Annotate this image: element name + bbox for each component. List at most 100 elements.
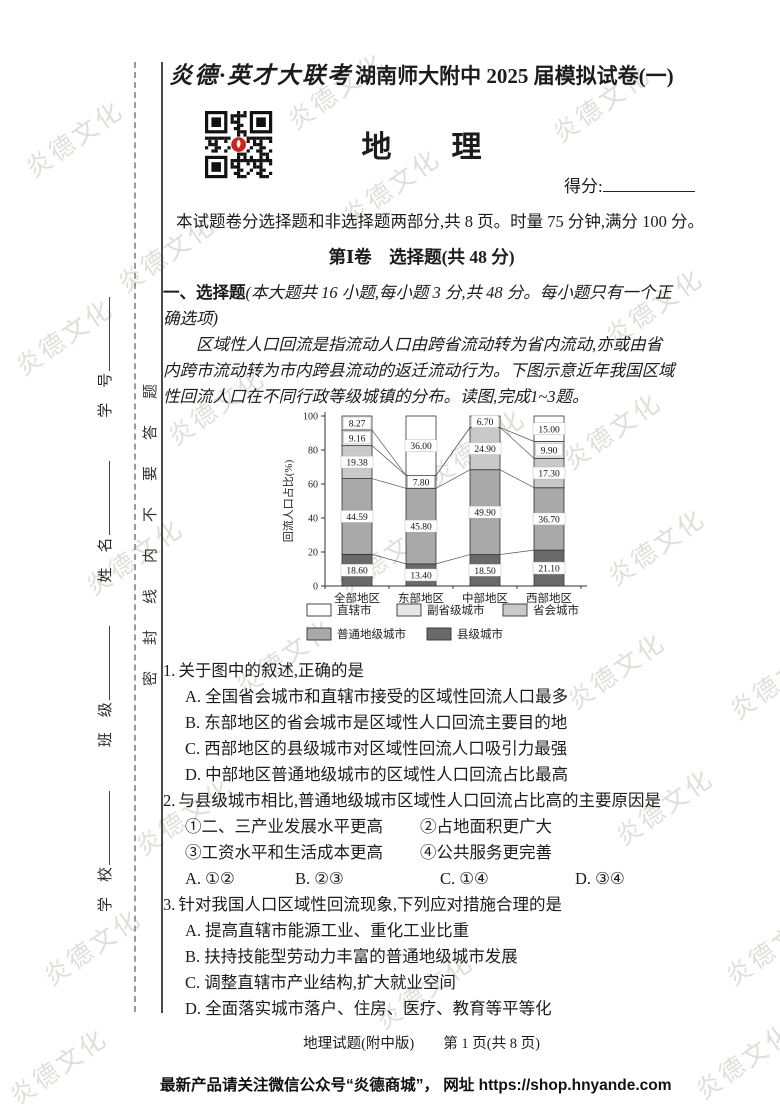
question-3: 3. 针对我国人口区域性回流现象,下列应对措施合理的是 A. 提高直辖市能源工业、… [163,892,677,1022]
question-1-number: 1. [163,661,176,680]
watermark-text: 炎德文化 [725,638,780,726]
name-field: 姓 名 [94,461,115,582]
student-id-blank [95,296,110,371]
watermark-text: 炎德文化 [691,1018,780,1104]
student-info-fields: 学 校 班 级 姓 名 学 号 [94,202,115,912]
exam-title-brand: 炎德·英才大联考 [169,63,353,88]
svg-text:回流人口占比(%): 回流人口占比(%) [281,459,295,542]
svg-text:西部地区: 西部地区 [526,591,572,605]
question-3-option-c: C. 调整直辖市产业结构,扩大就业空间 [185,973,456,992]
section-title: 第Ⅰ卷 选择题(共 48 分) [328,247,515,267]
question-2-option-c: C. ①④ [440,869,489,888]
question-3-number: 3. [163,895,176,914]
svg-text:直辖市: 直辖市 [337,603,372,617]
promo-banner: 最新产品请关注微信公众号“炎德商城”， 网址 https://shop.hnya… [160,1077,672,1094]
svg-text:36.70: 36.70 [538,515,560,525]
question-3-text: 针对我国人口区域性回流现象,下列应对措施合理的是 [178,895,562,914]
watermark-text: 炎德文化 [721,904,780,992]
question-2-number: 2. [163,791,176,810]
watermark-text: 炎德文化 [5,1024,114,1104]
question-3-option-d: D. 全面落实城市落户、住房、医疗、教育等平等化 [185,999,552,1018]
question-2-stem: 2. 与县级城市相比,普通地级城市区域性人口回流占比高的主要原因是 [163,788,677,814]
school-field: 学 校 [94,790,115,912]
question-2-options-row: A. ①② B. ②③ C. ①④ D. ③④ [163,866,677,892]
svg-text:普通地级城市: 普通地级城市 [337,627,406,641]
score-area: 得分: [564,172,695,197]
question-3-stem: 3. 针对我国人口区域性回流现象,下列应对措施合理的是 [163,892,677,918]
question-2-items-row2: ③工资水平和生活成本更高 ④公共服务更完善 [163,840,677,866]
question-2-option-a: A. ①② [185,869,235,888]
svg-text:100: 100 [303,412,318,423]
score-label: 得分: [564,177,603,196]
exam-title: 炎德·英才大联考 湖南师大附中 2025 届模拟试卷(一) [163,56,680,90]
svg-text:9.90: 9.90 [541,446,558,456]
score-blank [602,176,695,192]
svg-text:24.90: 24.90 [474,445,496,455]
content-area: 一、选择题(本大题共 16 小题,每小题 3 分,共 48 分。每小题只有一个正… [163,280,677,1022]
seal-line-text: 密封线内不要答题 [143,357,159,686]
svg-text:0: 0 [313,582,318,593]
exam-title-rest: 湖南师大附中 2025 届模拟试卷(一) [355,64,674,88]
svg-text:18.60: 18.60 [346,567,368,577]
svg-text:全部地区: 全部地区 [334,591,380,605]
name-blank [95,461,110,536]
question-3-option-a: A. 提高直辖市能源工业、重化工业比重 [185,921,470,940]
svg-text:49.90: 49.90 [474,509,496,519]
svg-text:80: 80 [308,446,318,457]
exam-instructions: 本试题卷分选择题和非选择题两部分,共 8 页。时量 75 分钟,满分 100 分… [176,212,704,231]
svg-text:中部地区: 中部地区 [462,591,508,605]
class-field: 班 级 [94,626,115,747]
question-1: 1. 关于图中的叙述,正确的是 A. 全国省会城市和直辖市接受的区域性回流人口最多… [163,658,677,788]
question-1-option-d: D. 中部地区普通地级城市的区域性人口回流占比最高 [185,765,569,784]
intro-paragraph: 区域性人口回流是指流动人口由跨省流动转为省内流动,亦或由省内跨市流动转为市内跨县… [163,335,675,406]
student-id-field: 学 号 [94,296,115,418]
question-2-items-row1: ①二、三产业发展水平更高 ②占地面积更广大 [163,814,677,840]
school-label: 学 校 [98,866,114,912]
part-heading: 一、选择题 [163,283,246,302]
class-label: 班 级 [98,702,114,748]
question-2: 2. 与县级城市相比,普通地级城市区域性人口回流占比高的主要原因是 ①二、三产业发… [163,788,677,892]
svg-text:13.40: 13.40 [410,571,432,581]
svg-text:19.38: 19.38 [346,459,368,469]
item-3: ③工资水平和生活成本更高 [185,843,383,862]
item-1: ①二、三产业发展水平更高 [185,817,383,836]
question-2-text: 与县级城市相比,普通地级城市区域性人口回流占比高的主要原因是 [178,791,661,810]
seal-dashed-line [134,62,136,1012]
svg-text:7.80: 7.80 [413,478,430,488]
seal-solid-line [161,62,163,1013]
page-footer: 地理试题(附中版) 第 1 页(共 8 页) [303,1036,540,1052]
name-label: 姓 名 [98,537,114,583]
question-1-stem: 1. 关于图中的叙述,正确的是 [163,658,677,684]
svg-text:20: 20 [308,548,318,559]
subject-title: 地 理 [361,131,482,164]
svg-text:6.70: 6.70 [477,418,494,428]
svg-text:60: 60 [308,480,318,491]
svg-text:15.00: 15.00 [538,425,560,435]
svg-text:17.30: 17.30 [538,470,560,480]
svg-text:省会城市: 省会城市 [533,603,579,617]
chart-svg: 0 20 40 60 80 100 回流人口占比(%) 全部地区 东部地区 中部地区 西部地区 18.… [281,412,587,641]
svg-text:东部地区: 东部地区 [398,591,444,605]
part-heading-line: 一、选择题(本大题共 16 小题,每小题 3 分,共 48 分。每小题只有一个正… [163,280,677,332]
svg-text:18.50: 18.50 [474,567,496,577]
question-3-option-b: B. 扶持技能型劳动力丰富的普通地级城市发展 [185,947,518,966]
svg-text:45.80: 45.80 [410,523,432,533]
item-2: ②占地面积更广大 [420,817,552,836]
question-2-option-b: B. ②③ [295,869,344,888]
qr-code [205,111,273,185]
class-blank [95,626,110,701]
population-return-chart: 0 20 40 60 80 100 回流人口占比(%) 全部地区 东部地区 中部地区 西部地区 18.… [279,410,603,658]
svg-text:8.27: 8.27 [349,420,366,430]
student-id-label: 学 号 [98,372,114,418]
svg-text:40: 40 [308,514,318,525]
svg-text:21.10: 21.10 [538,565,560,575]
part-note: (本大题共 16 小题,每小题 3 分,共 48 分。每小题只有一个正确选项) [163,283,672,328]
svg-text:县级城市: 县级城市 [457,627,503,641]
watermark-text: 炎德文化 [21,96,130,184]
svg-text:36.00: 36.00 [410,442,432,452]
svg-text:9.16: 9.16 [349,434,366,444]
item-4: ④公共服务更完善 [420,843,552,862]
question-1-option-b: B. 东部地区的省会城市是区域性人口回流主要目的地 [185,713,568,732]
question-1-option-a: A. 全国省会城市和直辖市接受的区域性回流人口最多 [185,687,569,706]
